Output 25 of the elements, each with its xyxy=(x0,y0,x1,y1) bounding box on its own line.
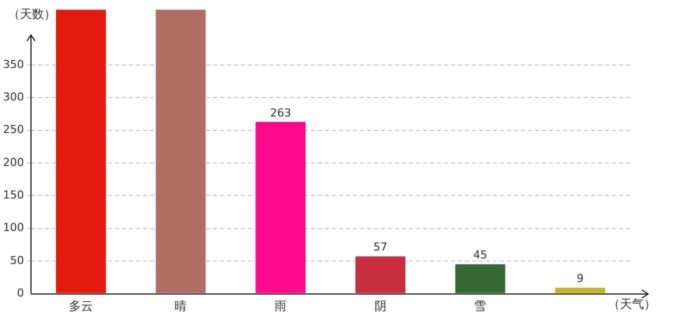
x-tick-label: 晴 xyxy=(174,298,187,313)
data-label: 9 xyxy=(576,272,584,286)
x-tick-label: 阴 xyxy=(374,298,386,313)
x-tick-label: 多云 xyxy=(68,298,93,313)
y-tick-label: 250 xyxy=(2,123,24,136)
y-tick-label: 350 xyxy=(2,58,24,71)
x-axis-title: （天气） xyxy=(608,297,656,312)
y-tick-label: 100 xyxy=(2,221,24,234)
y-axis-title: （天数） xyxy=(8,7,56,22)
x-tick-label: 雨 xyxy=(274,298,287,313)
data-label: 45 xyxy=(473,248,488,262)
bar xyxy=(355,256,406,294)
y-tick-label: 150 xyxy=(2,188,24,202)
data-label: 57 xyxy=(373,240,388,254)
y-tick-label: 300 xyxy=(2,90,24,104)
bar xyxy=(56,10,106,294)
data-label: 263 xyxy=(270,106,292,120)
bar xyxy=(156,10,206,294)
bar xyxy=(455,264,506,294)
bar xyxy=(555,288,606,294)
y-tick-label: 0 xyxy=(16,286,24,300)
bar xyxy=(256,122,306,294)
y-tick-label: 50 xyxy=(10,254,24,267)
x-tick-label: 雪 xyxy=(474,298,486,313)
y-tick-label: 200 xyxy=(2,156,24,169)
